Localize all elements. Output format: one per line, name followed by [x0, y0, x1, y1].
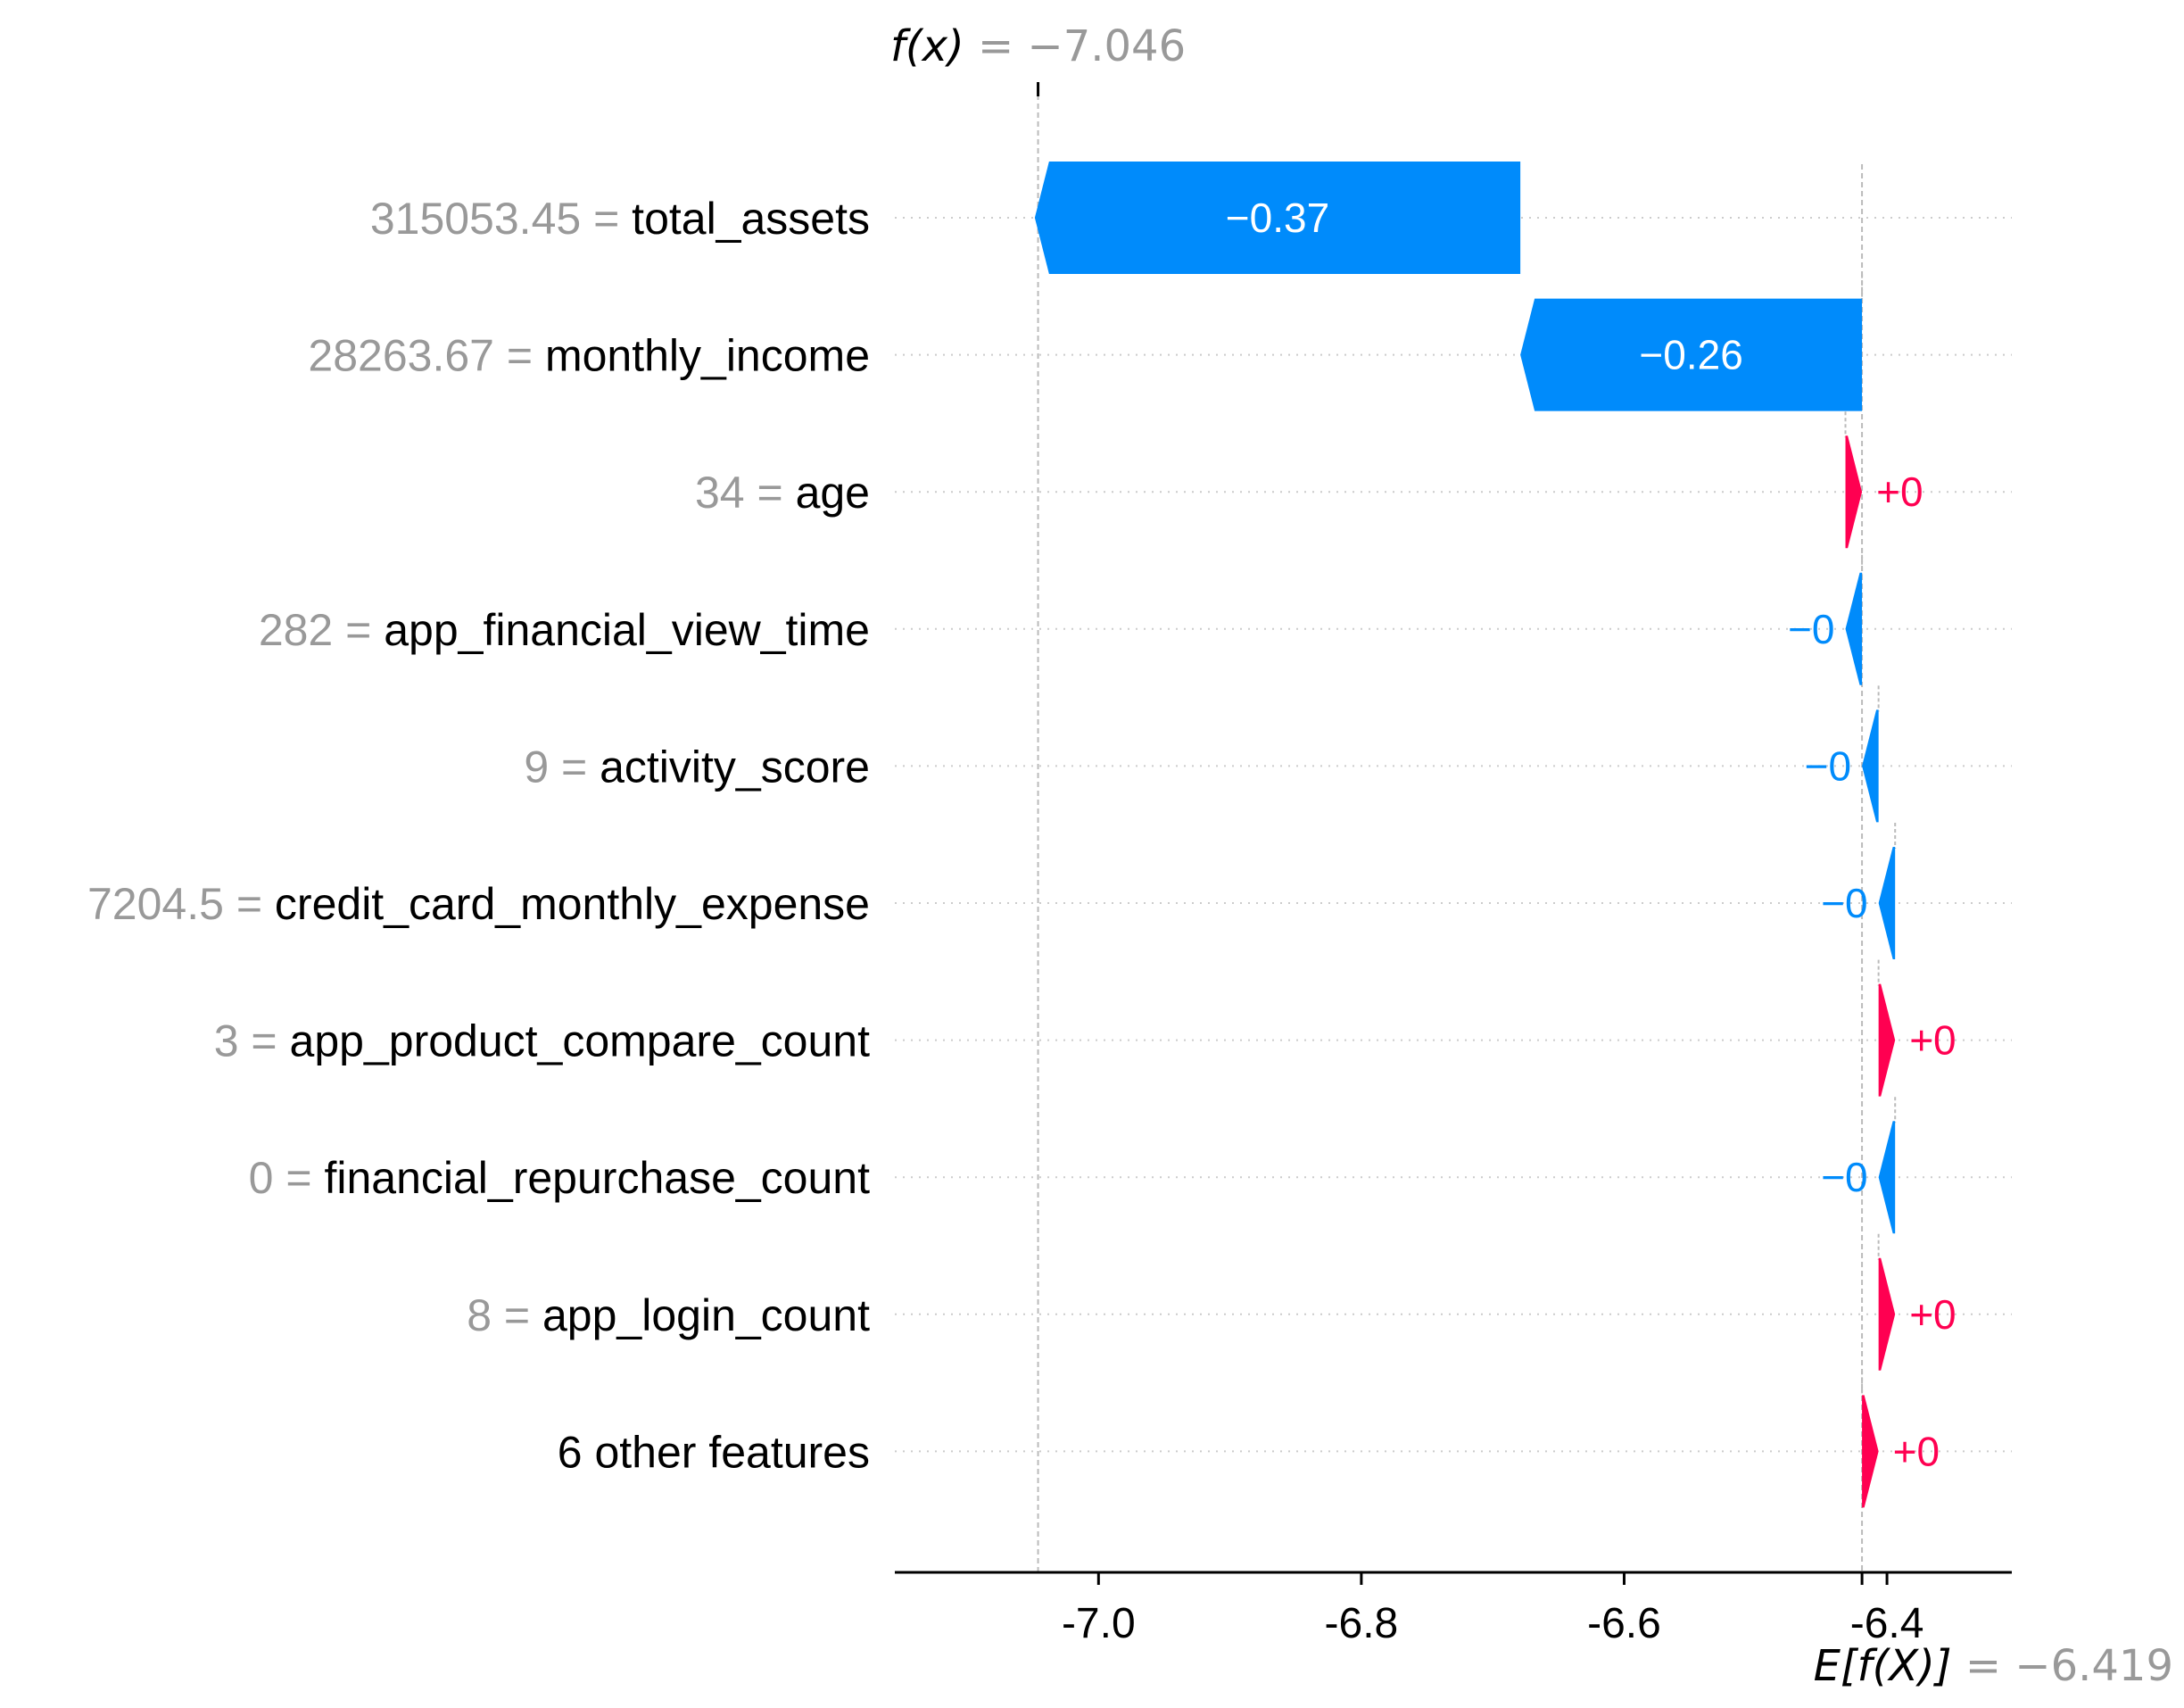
feature-value: 28263.67 = [308, 331, 545, 381]
bar-app_login_count [1878, 1257, 1896, 1371]
feature-name: credit_card_monthly_expense [275, 879, 870, 929]
feature-label: 6 other features [558, 1427, 870, 1477]
bar-app_financial_view_time [1845, 572, 1863, 685]
feature-label: 3 = app_product_compare_count [214, 1016, 870, 1066]
feature-label: 34 = age [695, 468, 870, 518]
bar-credit_card_monthly_expense [1878, 847, 1896, 959]
bar-value-label: −0.37 [1226, 195, 1329, 241]
feature-value: 7204.5 = [87, 879, 275, 929]
bar-value-label: −0 [1788, 606, 1834, 652]
feature-value: 3 = [214, 1016, 290, 1066]
feature-label: 315053.45 = total_assets [370, 194, 870, 244]
feature-label: 7204.5 = credit_card_monthly_expense [87, 879, 870, 929]
feature-value: 34 = [695, 468, 796, 518]
bar-value-label: −0 [1821, 1154, 1867, 1200]
bar-6-other-features [1862, 1395, 1879, 1508]
x-tick-label: -6.4 [1850, 1600, 1924, 1647]
bar-value-label: −0.26 [1639, 332, 1742, 378]
feature-name: age [796, 468, 870, 518]
bar-value-label: +0 [1876, 468, 1923, 515]
bars: −0.37 −0.26 +0 −0 −0 −0 +0 −0 +0 +0 [1034, 162, 1956, 1508]
bar-age [1845, 435, 1863, 549]
feature-value: 8 = [467, 1290, 542, 1340]
feature-label: 8 = app_login_count [467, 1290, 870, 1340]
bar-total_assets [1034, 162, 1521, 274]
bar-value-label: −0 [1805, 742, 1851, 789]
bar-activity_score [1862, 709, 1879, 823]
feature-label: 282 = app_financial_view_time [259, 605, 870, 655]
x-tick-label: -6.8 [1325, 1600, 1399, 1647]
fx-annotation: f(x) = −7.046 [890, 21, 1186, 71]
feature-name: monthly_income [545, 331, 870, 381]
efx-annotation: E[f(X)] = −6.419 [1814, 1641, 2173, 1691]
feature-name: 6 other features [558, 1427, 870, 1477]
feature-value: 9 = [524, 742, 600, 792]
feature-label: 9 = activity_score [524, 742, 870, 792]
feature-name: app_product_compare_count [290, 1016, 871, 1066]
feature-name: financial_repurchase_count [324, 1153, 870, 1203]
feature-value: 282 = [259, 605, 384, 655]
feature-label: 0 = financial_repurchase_count [249, 1153, 870, 1203]
feature-label: 28263.67 = monthly_income [308, 331, 870, 381]
annotations: f(x) = −7.046 E[f(X)] = −6.419 [890, 21, 2173, 1691]
bar-value-label: +0 [1909, 1291, 1956, 1338]
x-tick-label: -6.6 [1587, 1600, 1661, 1647]
x-axis: -7.0 -6.8 -6.6 -6.4 [895, 1571, 2012, 1647]
bar-financial_repurchase_count [1878, 1121, 1896, 1234]
bar-monthly_income [1520, 298, 1863, 411]
feature-value: 0 = [249, 1153, 325, 1203]
feature-name: activity_score [600, 742, 870, 792]
bar-value-label: −0 [1821, 880, 1867, 926]
bar-value-label: +0 [1893, 1428, 1940, 1474]
x-tick-label: -7.0 [1062, 1600, 1136, 1647]
feature-labels: 315053.45 = total_assets 28263.67 = month… [87, 194, 870, 1477]
bar-value-label: +0 [1909, 1017, 1956, 1064]
feature-name: app_financial_view_time [384, 605, 870, 655]
feature-value: 315053.45 = [370, 194, 632, 244]
feature-name: app_login_count [542, 1290, 870, 1340]
feature-name: total_assets [632, 194, 870, 244]
bar-app_product_compare_count [1878, 983, 1896, 1097]
